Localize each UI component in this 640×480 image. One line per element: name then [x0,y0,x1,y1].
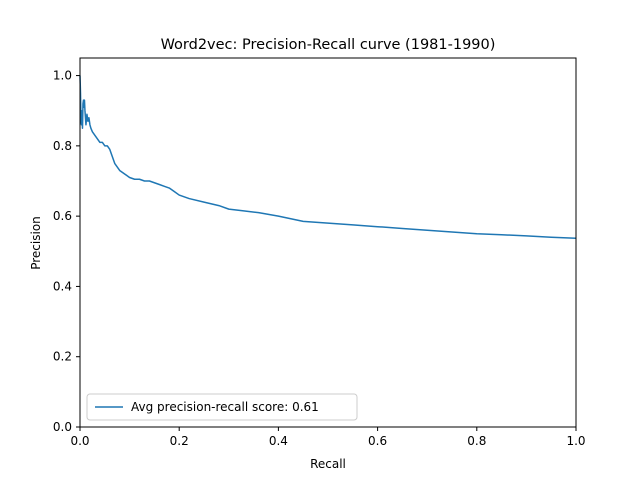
legend-label: Avg precision-recall score: 0.61 [131,400,319,414]
series-line-0 [79,75,577,240]
chart-title: Word2vec: Precision-Recall curve (1981-1… [161,37,496,53]
x-tick-label: 0.2 [170,434,189,448]
x-tick-label: 0.4 [269,434,288,448]
y-tick-label: 0.4 [53,279,72,293]
x-tick-label: 0.0 [70,434,89,448]
x-tick-label: 0.8 [467,434,486,448]
legend: Avg precision-recall score: 0.61 [86,393,358,421]
x-axis-title: Recall [310,457,346,471]
plot-area [79,75,577,240]
y-axis-title: Precision [29,216,43,270]
legend-box [86,393,358,421]
y-tick-label: 0.8 [53,139,72,153]
y-tick-label: 0.2 [53,350,72,364]
y-tick-label: 0.6 [53,209,72,223]
y-tick-label: 0.0 [53,420,72,434]
x-tick-label: 0.6 [368,434,387,448]
axes: 0.0 0.2 0.4 0.6 0.8 1.0 0.0 0.2 0.4 0.6 0.8 1.0 [53,57,586,448]
y-tick-label: 1.0 [53,69,72,83]
axes-frame [79,57,577,428]
x-tick-label: 1.0 [566,434,585,448]
